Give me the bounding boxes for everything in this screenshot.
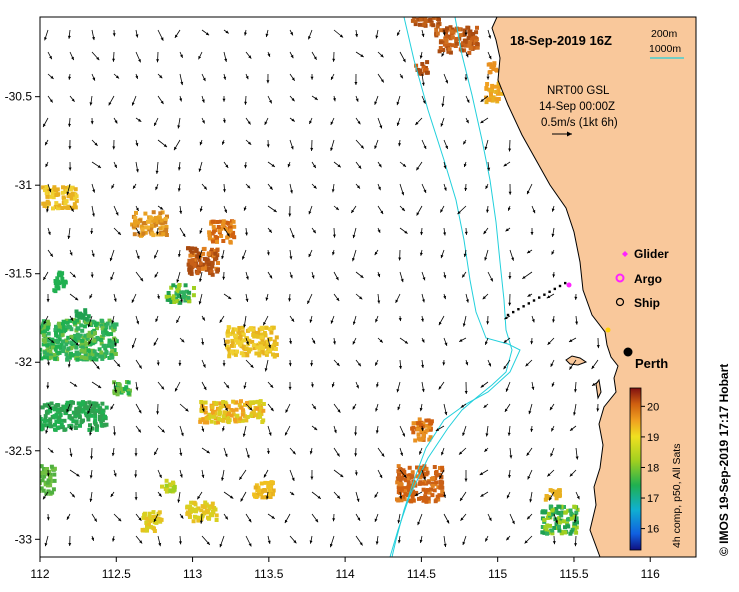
current-scale: 0.5m/s (1kt 6h) — [541, 117, 618, 129]
glider-latest-position — [566, 282, 572, 288]
y-tick-label: -31 — [15, 178, 33, 192]
y-tick-label: -32 — [15, 355, 33, 369]
y-tick-label: -30.5 — [5, 90, 33, 104]
colorbar-tick-label: 18 — [647, 462, 659, 474]
colorbar-ticks: 20 19 18 17 16 — [641, 401, 659, 536]
colorbar-tick-label: 19 — [647, 432, 659, 444]
x-tick-label: 112.5 — [102, 567, 131, 581]
legend-glider-label: Glider — [634, 247, 669, 261]
y-axis: -30.5 -31 -31.5 -32 -32.5 -33 — [5, 90, 40, 546]
argo-legend-icon — [615, 273, 625, 283]
x-tick-label: 113 — [183, 567, 202, 581]
x-tick-label: 115.5 — [559, 567, 588, 581]
x-tick-label: 115 — [488, 567, 507, 581]
x-tick-label: 112 — [30, 567, 49, 581]
land — [491, 17, 696, 557]
y-tick-label: -31.5 — [5, 267, 33, 281]
colorbar-tick-label: 17 — [647, 493, 659, 505]
glider-track — [506, 281, 567, 317]
current-source: NRT00 GSL — [547, 85, 610, 97]
legend-1000m-label: 1000m — [649, 43, 681, 55]
x-axis: 112 112.5 113 113.5 114 114.5 115 115.5 116 — [30, 557, 660, 581]
legend-200m-label: 200m — [651, 28, 678, 40]
date-label: 18-Sep-2019 16Z — [510, 33, 612, 48]
ship-legend-icon — [615, 297, 625, 307]
x-tick-label: 116 — [641, 567, 660, 581]
colorbar-label: 4h comp, p50, All Sats — [671, 444, 683, 548]
y-tick-label: -32.5 — [5, 444, 33, 458]
current-vectors — [42, 29, 600, 548]
credit-text: © IMOS 19-Sep-2019 17:17 Hobart — [717, 364, 731, 556]
legend-argo-label: Argo — [634, 272, 662, 286]
garden-island — [595, 378, 602, 400]
plot-frame — [39, 16, 697, 558]
x-tick-label: 114.5 — [407, 567, 436, 581]
perth-marker — [623, 347, 633, 357]
city-label-perth: Perth — [635, 356, 668, 371]
current-scale-arrow — [552, 131, 572, 137]
glider-legend-icon — [622, 251, 628, 257]
x-tick-label: 113.5 — [254, 567, 283, 581]
legend-ship-label: Ship — [634, 296, 660, 310]
colorbar-tick-label: 16 — [647, 524, 659, 536]
y-tick-label: -33 — [15, 532, 33, 546]
x-tick-label: 114 — [336, 567, 355, 581]
argo-float-marker — [605, 327, 611, 333]
sst-pixels — [40, 17, 580, 536]
current-time: 14-Sep 00:00Z — [539, 101, 615, 113]
colorbar — [629, 387, 642, 551]
colorbar-tick-label: 20 — [647, 401, 659, 413]
isobath-200m — [389, 17, 513, 557]
